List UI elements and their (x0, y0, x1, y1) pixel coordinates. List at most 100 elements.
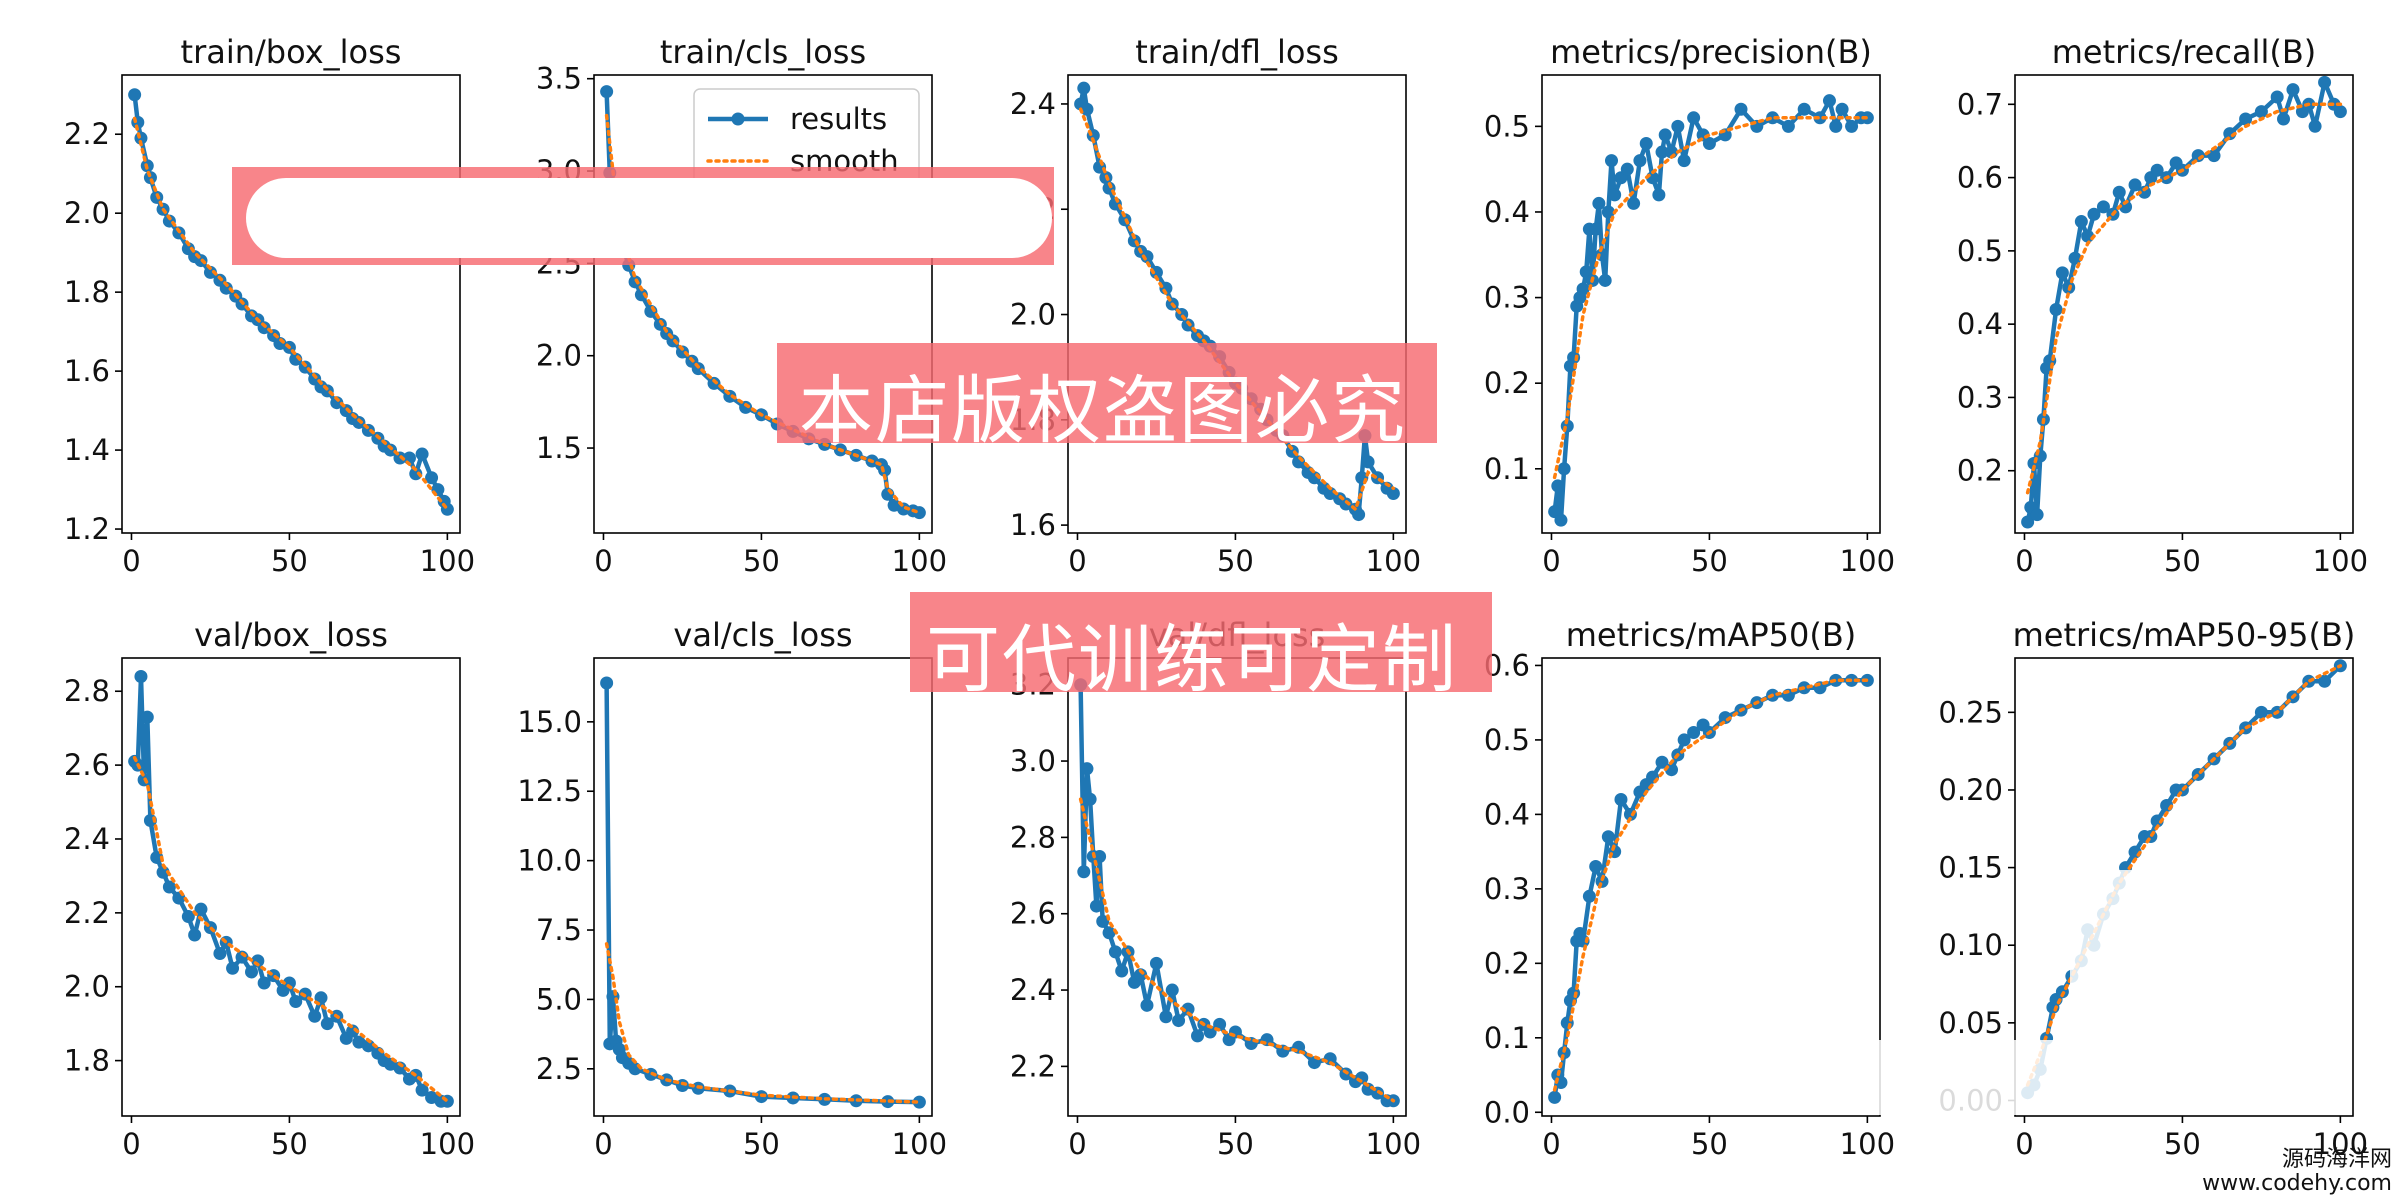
results-point (1077, 81, 1091, 95)
results-point (1140, 250, 1154, 264)
x-tick-label: 50 (271, 1127, 308, 1161)
results-point (203, 265, 217, 279)
results-point (226, 961, 240, 975)
results-point (1845, 119, 1859, 133)
chart-title: train/dfl_loss (1135, 33, 1339, 71)
watermark-smudge (1580, 1040, 2300, 1115)
results-point (1687, 111, 1701, 125)
x-tick-label: 0 (1068, 1127, 1086, 1161)
y-tick-label: 0.7 (1957, 87, 2003, 121)
results-point (1203, 1025, 1217, 1039)
legend-results-label: results (790, 102, 887, 136)
x-tick-label: 50 (1217, 1127, 1254, 1161)
results-point (1813, 111, 1827, 125)
chart-title: train/cls_loss (660, 33, 866, 71)
results-point (2030, 508, 2044, 522)
y-tick-label: 2.8 (64, 674, 110, 708)
results-point (2049, 302, 2063, 316)
y-tick-label: 0.20 (1938, 773, 2003, 807)
y-tick-label: 1.5 (536, 431, 582, 465)
results-point (2333, 105, 2347, 119)
results-point (1822, 94, 1836, 108)
x-tick-label: 100 (1840, 1127, 1895, 1161)
chart-metrics-map50-b: metrics/mAP50(B) 0 50 100 0.0 0.1 0.2 0.3 0.4 0.5… (1484, 616, 1895, 1161)
axes-frame (121, 657, 461, 1117)
results-point (1608, 188, 1622, 202)
results-point (2055, 266, 2069, 280)
results-point (2068, 251, 2082, 265)
results-point (1582, 889, 1596, 903)
results-point (2239, 112, 2253, 126)
y-tick-label: 0.25 (1938, 695, 2003, 729)
chart-title: metrics/precision(B) (1550, 33, 1872, 71)
results-point (1077, 865, 1091, 879)
results-point (150, 850, 164, 864)
results-point (409, 467, 423, 481)
results-line (2025, 80, 2343, 523)
results-point (912, 506, 926, 520)
results-point (1601, 830, 1615, 844)
results-line (1552, 98, 1868, 523)
chart-title: val/cls_loss (673, 616, 852, 654)
results-point (128, 88, 142, 102)
results-point (346, 1024, 360, 1038)
x-tick-label: 0 (594, 1127, 612, 1161)
chart-title: metrics/mAP50-95(B) (2013, 616, 2356, 654)
results-point (1083, 792, 1097, 806)
y-tick-label: 0.1 (1484, 1021, 1530, 1055)
y-tick-label: 0.6 (1957, 161, 2003, 195)
results-point (1181, 1002, 1195, 1016)
smooth-line (132, 755, 450, 1103)
site-name: 源码海洋网 (2281, 1146, 2392, 1172)
results-point (1554, 513, 1568, 527)
x-tick-label: 0 (1068, 544, 1086, 578)
y-tick-label: 2.8 (1010, 820, 1056, 854)
smooth-line (1552, 678, 1870, 1092)
results-point (2096, 200, 2110, 214)
y-tick-label: 12.5 (517, 774, 582, 808)
chart-val-cls-loss: val/cls_loss 0 50 100 2.5 5.0 7.5 10.0 12.5 15.0 (517, 616, 947, 1161)
y-tick-label: 1.6 (1010, 508, 1056, 542)
training-text: 可代训练可定制 (926, 617, 1458, 703)
axes-frame (121, 74, 461, 534)
results-point (330, 396, 344, 410)
results-point (1589, 222, 1603, 236)
x-tick-label: 50 (2164, 544, 2201, 578)
results-point (600, 676, 614, 690)
site-url: www.codehy.com (2202, 1170, 2392, 1196)
results-point (162, 880, 176, 894)
results-point (1361, 455, 1375, 469)
y-tick-label: 2.6 (64, 748, 110, 782)
results-line (1552, 678, 1868, 1098)
results-point (1652, 188, 1666, 202)
results-point (1576, 282, 1590, 296)
y-tick-label: 2.4 (64, 822, 110, 856)
results-point (320, 1017, 334, 1031)
y-tick-label: 0.05 (1938, 1006, 2003, 1040)
results-point (1093, 849, 1107, 863)
results-point (257, 321, 271, 335)
results-point (1658, 128, 1672, 142)
results-point (2277, 112, 2291, 126)
x-tick-label: 50 (743, 1127, 780, 1161)
y-tick-label: 5.0 (536, 982, 582, 1016)
axes-frame (2014, 657, 2354, 1117)
smooth-line (1078, 107, 1396, 513)
chart-train-cls-loss: train/cls_loss0501001.52.02.53.03.5resul… (536, 33, 947, 578)
chart-title: train/box_loss (181, 33, 402, 71)
axes-frame (1067, 657, 1407, 1117)
results-point (1598, 273, 1612, 287)
x-tick-label: 100 (420, 544, 475, 578)
results-point (245, 965, 259, 979)
y-tick-label: 0.15 (1938, 851, 2003, 885)
smooth-line (2025, 664, 2343, 1087)
results-point (2074, 215, 2088, 229)
results-point (1781, 119, 1795, 133)
results-point (219, 281, 233, 295)
y-tick-label: 2.0 (64, 970, 110, 1004)
results-point (1655, 755, 1669, 769)
x-tick-label: 0 (2015, 544, 2033, 578)
